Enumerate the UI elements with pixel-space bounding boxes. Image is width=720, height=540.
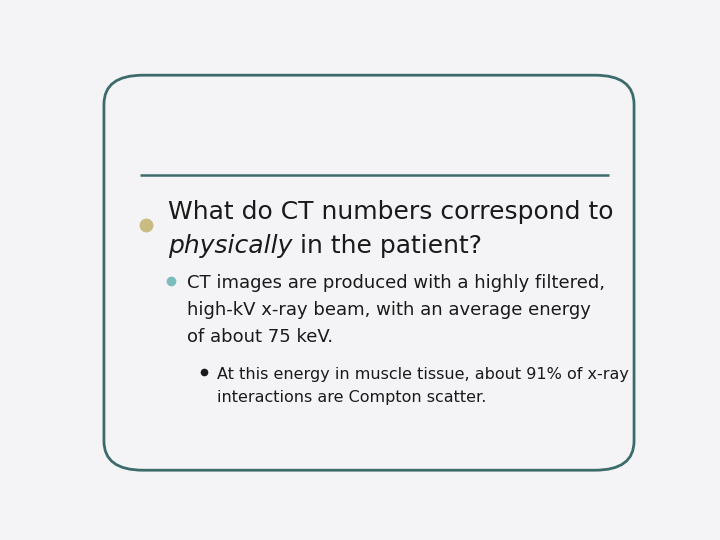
- Text: in the patient?: in the patient?: [292, 234, 482, 258]
- Text: high-kV x-ray beam, with an average energy: high-kV x-ray beam, with an average ener…: [186, 301, 590, 319]
- Text: What do CT numbers correspond to: What do CT numbers correspond to: [168, 200, 613, 225]
- FancyBboxPatch shape: [104, 75, 634, 470]
- Text: interactions are Compton scatter.: interactions are Compton scatter.: [217, 390, 486, 405]
- Text: physically: physically: [168, 234, 292, 258]
- Text: of about 75 keV.: of about 75 keV.: [186, 328, 333, 346]
- Text: CT images are produced with a highly filtered,: CT images are produced with a highly fil…: [186, 274, 605, 292]
- Text: At this energy in muscle tissue, about 91% of x-ray: At this energy in muscle tissue, about 9…: [217, 367, 629, 382]
